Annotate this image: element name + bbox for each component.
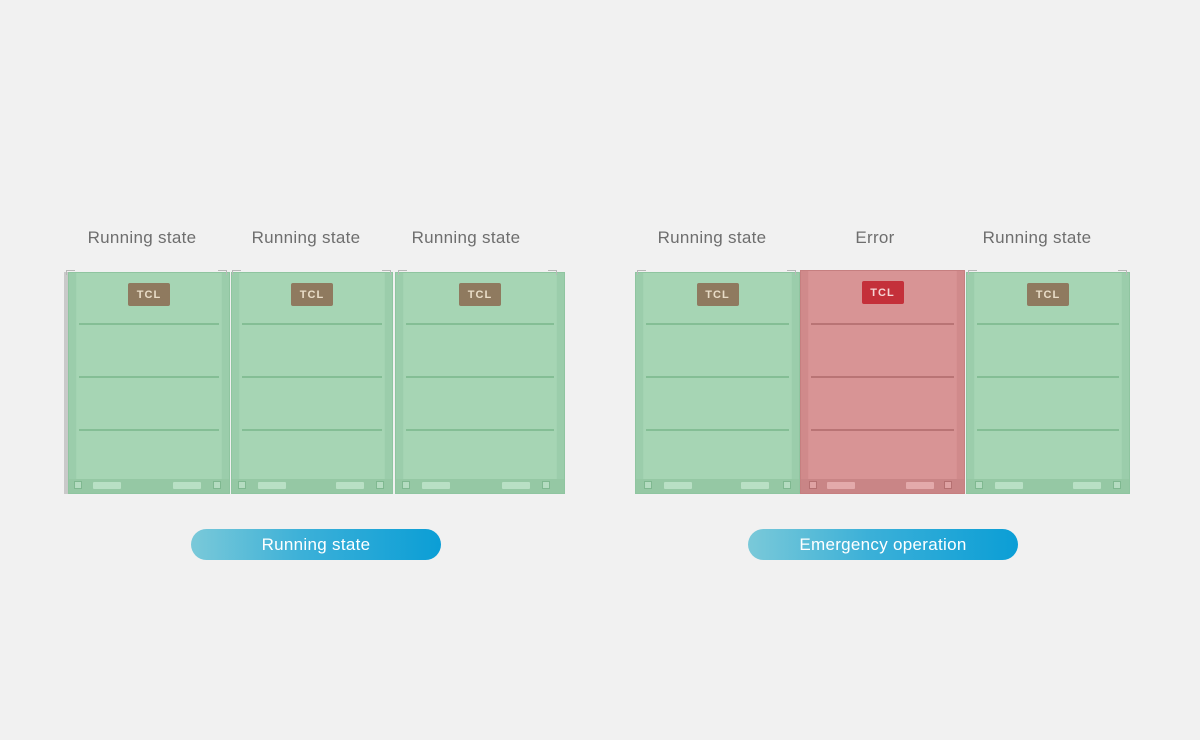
unit-status-label: Running state bbox=[251, 228, 361, 247]
outdoor-unit-running: TCL bbox=[635, 272, 800, 494]
tcl-logo: TCL bbox=[291, 283, 333, 306]
outdoor-unit-running: TCL bbox=[68, 272, 230, 494]
outdoor-unit-running: TCL bbox=[231, 272, 393, 494]
unit-error-label: Error bbox=[855, 228, 895, 247]
tcl-logo: TCL bbox=[459, 283, 501, 306]
outdoor-unit-running: TCL bbox=[966, 272, 1130, 494]
tcl-logo: TCL bbox=[696, 283, 739, 306]
tcl-logo: TCL bbox=[128, 283, 170, 306]
unit-status-label: Running state bbox=[411, 228, 521, 247]
tcl-logo: TCL bbox=[861, 281, 904, 304]
emergency-operation-pill: Emergency operation bbox=[748, 529, 1018, 560]
unit-side-panel bbox=[64, 272, 68, 494]
tcl-logo: TCL bbox=[1027, 283, 1069, 306]
running-state-pill: Running state bbox=[191, 529, 441, 560]
unit-status-label: Running state bbox=[982, 228, 1092, 247]
unit-status-label: Running state bbox=[87, 228, 197, 247]
unit-status-label: Running state bbox=[657, 228, 767, 247]
outdoor-unit-error: TCL bbox=[800, 270, 965, 494]
outdoor-unit-running: TCL bbox=[395, 272, 565, 494]
